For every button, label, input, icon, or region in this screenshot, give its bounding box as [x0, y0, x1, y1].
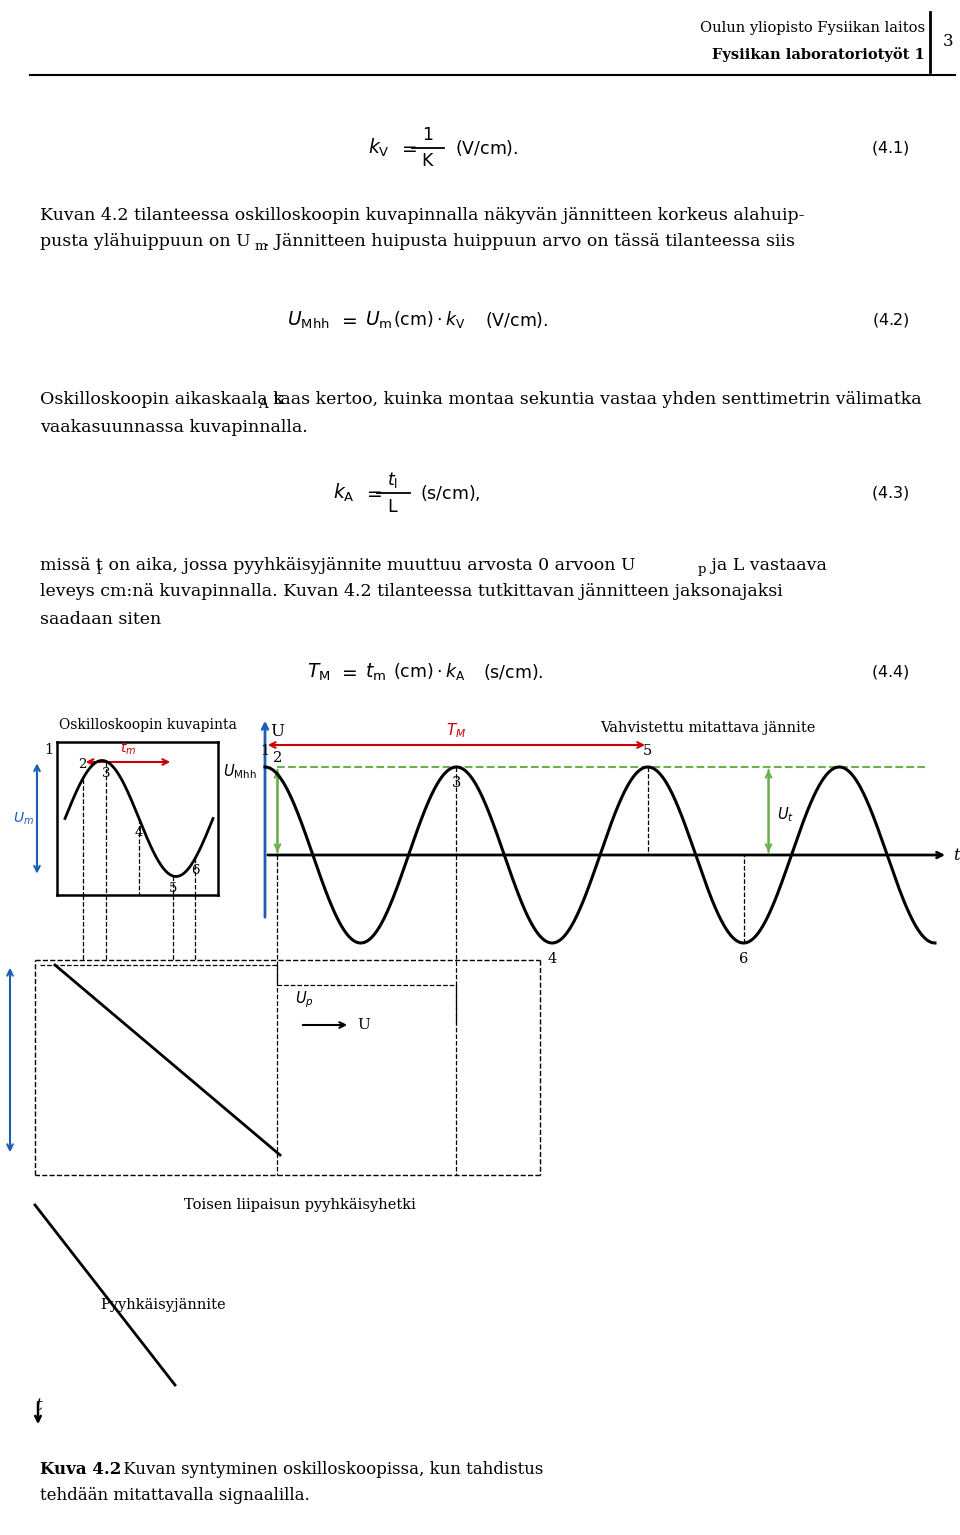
- Text: 1: 1: [44, 743, 53, 757]
- Text: saadaan siten: saadaan siten: [40, 611, 161, 628]
- Text: $(4.3)$: $(4.3)$: [872, 484, 910, 502]
- Text: . Jännitteen huipusta huippuun arvo on tässä tilanteessa siis: . Jännitteen huipusta huippuun arvo on t…: [264, 233, 795, 250]
- Text: vaakasuunnassa kuvapinnalla.: vaakasuunnassa kuvapinnalla.: [40, 419, 308, 436]
- Text: $U_{\mathrm{Mhh}}$: $U_{\mathrm{Mhh}}$: [224, 763, 257, 781]
- Text: ja L vastaava: ja L vastaava: [706, 557, 827, 574]
- Text: $\mathrm{L}$: $\mathrm{L}$: [387, 499, 398, 516]
- Text: Kuvan syntyminen oskilloskoopissa, kun tahdistus: Kuvan syntyminen oskilloskoopissa, kun t…: [118, 1461, 543, 1478]
- Text: $k_{\mathrm{A}}$: $k_{\mathrm{A}}$: [333, 482, 355, 503]
- Text: $t_{\mathrm{m}}$: $t_{\mathrm{m}}$: [365, 662, 386, 683]
- Text: $=$: $=$: [398, 140, 418, 157]
- Text: $U_p$: $U_p$: [295, 990, 314, 1010]
- Text: 3: 3: [452, 777, 461, 791]
- Text: Pyyhkäisyjännite: Pyyhkäisyjännite: [100, 1299, 226, 1312]
- Text: Kuvan 4.2 tilanteessa oskilloskoopin kuvapinnalla näkyvän jännitteen korkeus ala: Kuvan 4.2 tilanteessa oskilloskoopin kuv…: [40, 207, 804, 224]
- Text: $\mathrm{(cm)} \cdot k_{\mathrm{A}}$: $\mathrm{(cm)} \cdot k_{\mathrm{A}}$: [393, 662, 466, 683]
- Text: $(4.1)$: $(4.1)$: [872, 140, 910, 157]
- Text: $=$: $=$: [338, 312, 357, 328]
- Text: $\mathrm{(s/cm)},$: $\mathrm{(s/cm)},$: [420, 484, 481, 503]
- Text: 1: 1: [260, 744, 270, 758]
- Text: taas kertoo, kuinka montaa sekuntia vastaa yhden senttimetrin välimatka: taas kertoo, kuinka montaa sekuntia vast…: [268, 391, 922, 408]
- Text: Kuva 4.2: Kuva 4.2: [40, 1461, 121, 1478]
- Text: t: t: [953, 846, 960, 864]
- Text: $\mathrm{(V/cm)}.$: $\mathrm{(V/cm)}.$: [485, 310, 548, 330]
- Text: 3: 3: [943, 34, 953, 51]
- Text: U: U: [357, 1018, 370, 1032]
- Text: Oskilloskoopin aikaskaala k: Oskilloskoopin aikaskaala k: [40, 391, 283, 408]
- Text: pusta ylähuippuun on U: pusta ylähuippuun on U: [40, 233, 251, 250]
- Text: 4: 4: [134, 826, 143, 840]
- Text: m: m: [255, 241, 268, 253]
- Text: $U_{\mathrm{m}}$: $U_{\mathrm{m}}$: [365, 310, 393, 330]
- Text: Fysiikan laboratoriotyöt 1: Fysiikan laboratoriotyöt 1: [712, 46, 925, 61]
- Text: Vahvistettu mitattava jännite: Vahvistettu mitattava jännite: [600, 721, 815, 735]
- Text: tehdään mitattavalla signaalilla.: tehdään mitattavalla signaalilla.: [40, 1486, 310, 1503]
- Text: $\mathrm{(s/cm)}.$: $\mathrm{(s/cm)}.$: [483, 662, 543, 682]
- Text: A: A: [258, 399, 268, 411]
- Text: 4: 4: [547, 952, 557, 966]
- Text: t: t: [35, 1397, 41, 1414]
- Text: $\mathrm{(cm)} \cdot k_{\mathrm{V}}$: $\mathrm{(cm)} \cdot k_{\mathrm{V}}$: [393, 310, 466, 330]
- Text: 6: 6: [191, 864, 200, 876]
- Text: Oulun yliopisto Fysiikan laitos: Oulun yliopisto Fysiikan laitos: [700, 21, 925, 35]
- Text: on aika, jossa pyyhkäisyjännite muuttuu arvosta 0 arvoon U: on aika, jossa pyyhkäisyjännite muuttuu …: [103, 557, 636, 574]
- Text: $(4.4)$: $(4.4)$: [872, 663, 910, 682]
- Text: 5: 5: [169, 881, 178, 895]
- Text: $\mathrm{(V/cm)}.$: $\mathrm{(V/cm)}.$: [455, 138, 518, 158]
- Text: $t_m$: $t_m$: [120, 741, 136, 757]
- Text: $U_t$: $U_t$: [777, 806, 794, 824]
- Text: $T_M$: $T_M$: [446, 721, 467, 740]
- Text: $1$: $1$: [422, 126, 434, 143]
- Text: $=$: $=$: [363, 484, 382, 502]
- Text: Oskilloskoopin kuvapinta: Oskilloskoopin kuvapinta: [59, 718, 237, 732]
- Text: 2: 2: [79, 758, 87, 771]
- Text: $U_m$: $U_m$: [12, 810, 34, 827]
- Text: l: l: [97, 563, 101, 577]
- Text: $U_{\mathrm{Mhh}}$: $U_{\mathrm{Mhh}}$: [287, 310, 330, 330]
- Text: $\mathrm{K}$: $\mathrm{K}$: [421, 154, 435, 170]
- Text: $=$: $=$: [338, 663, 357, 682]
- Text: 5: 5: [643, 744, 653, 758]
- Text: leveys cm:nä kuvapinnalla. Kuvan 4.2 tilanteessa tutkittavan jännitteen jaksonaj: leveys cm:nä kuvapinnalla. Kuvan 4.2 til…: [40, 583, 782, 600]
- Text: 2: 2: [273, 751, 282, 766]
- Text: 3: 3: [102, 768, 110, 780]
- Text: missä t: missä t: [40, 557, 103, 574]
- Text: $T_{\mathrm{M}}$: $T_{\mathrm{M}}$: [306, 662, 330, 683]
- Text: U: U: [270, 723, 284, 740]
- Text: 6: 6: [739, 952, 748, 966]
- Text: $k_{\mathrm{V}}$: $k_{\mathrm{V}}$: [369, 137, 390, 160]
- Text: p: p: [698, 563, 707, 577]
- Text: $(4.2)$: $(4.2)$: [873, 312, 910, 328]
- Text: $t_{\mathrm{l}}$: $t_{\mathrm{l}}$: [388, 470, 398, 490]
- Text: Toisen liipaisun pyyhkäisyhetki: Toisen liipaisun pyyhkäisyhetki: [184, 1197, 416, 1213]
